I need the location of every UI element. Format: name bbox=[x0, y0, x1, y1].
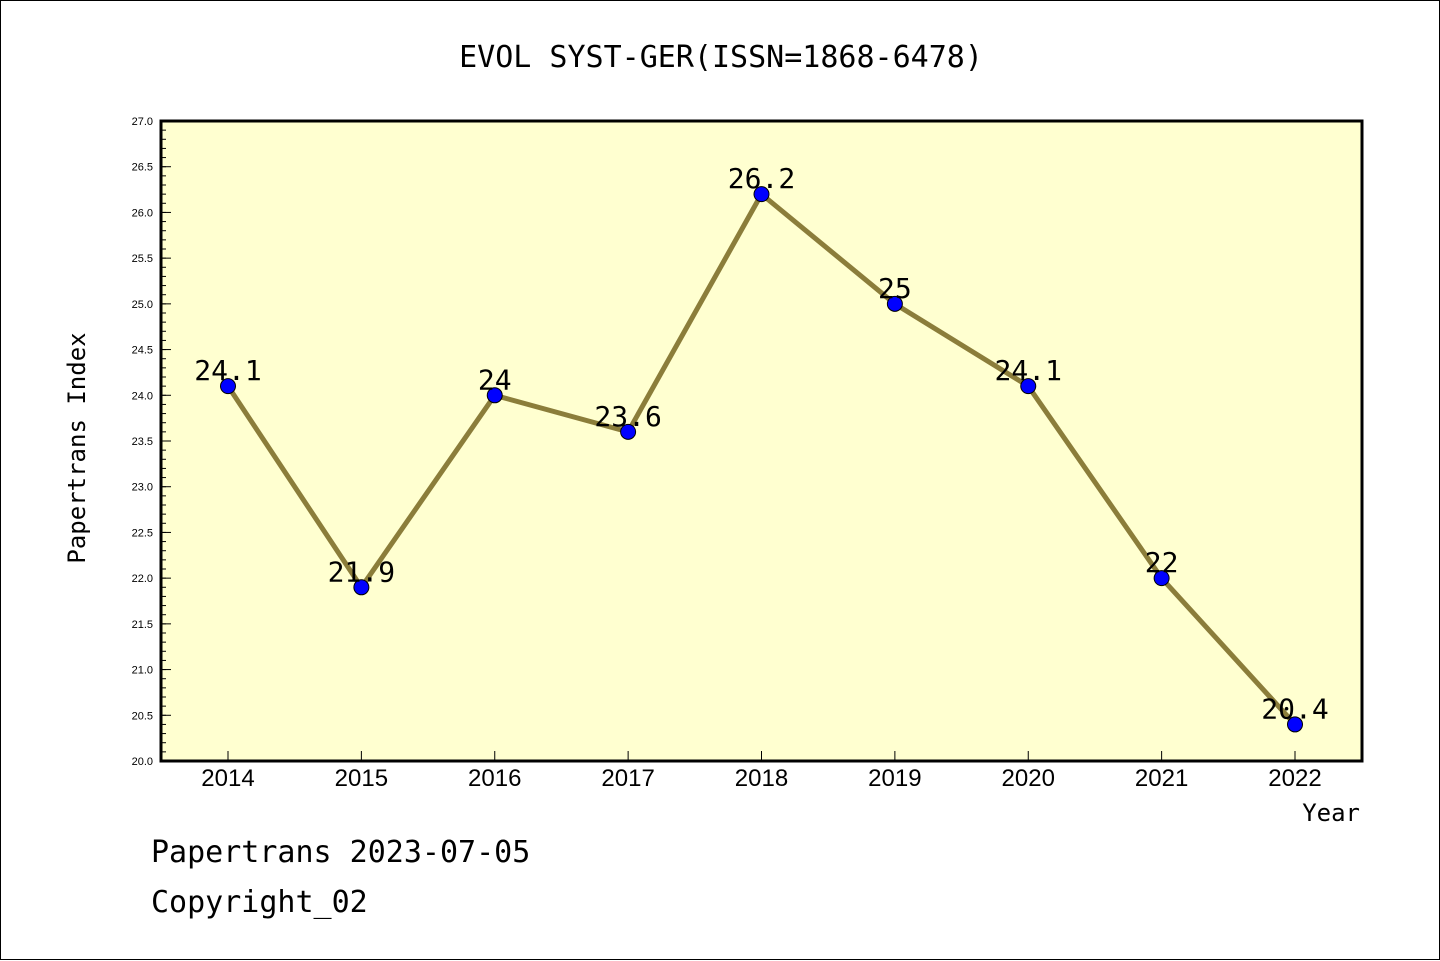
data-label: 26.2 bbox=[728, 162, 795, 195]
y-tick-label: 25.0 bbox=[132, 299, 153, 311]
x-tick-label: 2017 bbox=[601, 765, 654, 792]
y-axis-ticks: 20.0 20.5 21.0 21.5 22.0 22.5 23.0 23.5 24.0 24.5… bbox=[132, 116, 171, 768]
data-label: 21.9 bbox=[328, 555, 395, 588]
y-tick-label: 20.0 bbox=[132, 756, 153, 768]
y-tick-label: 22.0 bbox=[132, 573, 153, 585]
x-tick-label: 2016 bbox=[468, 765, 521, 792]
y-tick-label: 25.5 bbox=[132, 253, 153, 265]
x-tick-label: 2019 bbox=[868, 765, 921, 792]
data-label: 24.1 bbox=[995, 354, 1062, 387]
data-point bbox=[886, 295, 903, 312]
x-tick-label: 2020 bbox=[1002, 765, 1055, 792]
x-tick-label: 2015 bbox=[335, 765, 388, 792]
y-tick-label: 22.5 bbox=[132, 527, 153, 539]
data-labels: 24.1 21.9 24 23.6 26.2 25 24.1 22 20.4 bbox=[194, 162, 1328, 725]
y-tick-label: 23.5 bbox=[132, 436, 153, 448]
footer-copyright: Copyright_02 bbox=[151, 885, 368, 920]
y-tick-label: 21.0 bbox=[132, 665, 153, 677]
x-axis-label: Year bbox=[1302, 799, 1360, 827]
y-tick-label: 26.5 bbox=[132, 162, 153, 174]
y-tick-label: 26.0 bbox=[132, 207, 153, 219]
x-tick-label: 2021 bbox=[1135, 765, 1188, 792]
y-axis-label: Papertrans Index bbox=[63, 332, 91, 563]
data-point bbox=[1153, 570, 1170, 587]
data-point bbox=[1020, 378, 1037, 395]
x-tick-label: 2018 bbox=[735, 765, 788, 792]
data-point bbox=[486, 387, 503, 404]
x-tick-label: 2014 bbox=[201, 765, 254, 792]
data-point bbox=[753, 186, 770, 203]
data-label: 20.4 bbox=[1261, 692, 1328, 725]
data-label: 22 bbox=[1145, 546, 1179, 579]
data-label: 25 bbox=[878, 272, 912, 305]
x-tick-label: 2022 bbox=[1268, 765, 1321, 792]
y-tick-label: 24.5 bbox=[132, 345, 153, 357]
y-tick-label: 27.0 bbox=[132, 116, 153, 128]
data-label: 24.1 bbox=[194, 354, 261, 387]
y-tick-label: 21.5 bbox=[132, 619, 153, 631]
x-axis-ticks: 2014 2015 2016 2017 2018 2019 2020 2021 2022 bbox=[201, 751, 1322, 792]
data-markers bbox=[220, 186, 1303, 733]
data-label: 23.6 bbox=[594, 400, 661, 433]
data-point bbox=[1287, 716, 1303, 733]
footer-date: Papertrans 2023-07-05 bbox=[151, 835, 531, 870]
data-point bbox=[620, 423, 637, 440]
data-label: 24 bbox=[478, 363, 512, 396]
plot-area bbox=[161, 121, 1362, 761]
plot-border bbox=[159, 119, 1364, 763]
y-tick-label: 20.5 bbox=[132, 710, 153, 722]
chart-title: EVOL SYST-GER(ISSN=1868-6478) bbox=[459, 40, 983, 75]
data-point bbox=[220, 378, 236, 395]
y-tick-label: 23.0 bbox=[132, 482, 153, 494]
y-tick-label: 24.0 bbox=[132, 390, 153, 402]
data-point bbox=[353, 579, 370, 596]
